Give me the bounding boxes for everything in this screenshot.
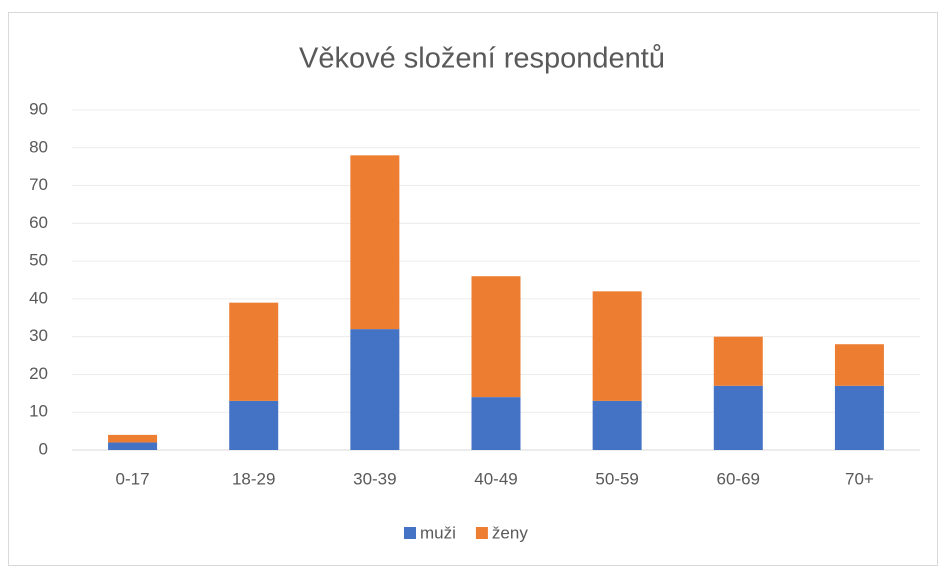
bar-segment [713, 385, 763, 450]
y-tick-label: 40 [29, 288, 48, 307]
y-tick-label: 60 [29, 213, 48, 232]
legend-label: ženy [492, 523, 528, 542]
bar-segment [834, 344, 884, 386]
x-tick-label: 18-29 [232, 469, 275, 488]
x-tick-label: 50-59 [595, 469, 638, 488]
bar-segment [350, 155, 400, 330]
bar-segment [229, 400, 279, 450]
bar-segment [229, 302, 279, 401]
x-tick-label: 40-49 [474, 469, 517, 488]
legend-label: muži [420, 523, 456, 542]
legend-swatch [475, 527, 488, 539]
bar-segment [108, 434, 158, 443]
bar-segment [350, 329, 400, 450]
bar-segment [713, 336, 763, 386]
x-tick-label: 0-17 [116, 469, 150, 488]
bar-segment [471, 276, 521, 398]
x-tick-label: 70+ [845, 469, 874, 488]
bar-segment [471, 397, 521, 450]
legend-swatch [404, 527, 416, 539]
y-tick-label: 0 [39, 439, 48, 458]
bar-segment [592, 291, 642, 401]
y-tick-label: 30 [29, 326, 48, 345]
y-tick-label: 70 [29, 175, 48, 194]
y-tick-label: 50 [29, 251, 48, 270]
y-tick-label: 90 [29, 99, 48, 118]
x-tick-label: 60-69 [717, 469, 760, 488]
y-tick-label: 10 [29, 402, 48, 421]
bar-segment [108, 442, 158, 450]
y-tick-label: 20 [29, 364, 48, 383]
chart-title: Věkové složení respondentů [299, 43, 665, 75]
bar-segment [592, 400, 642, 450]
y-tick-label: 80 [29, 137, 48, 156]
bar-segment [834, 385, 884, 450]
x-tick-label: 30-39 [353, 469, 396, 488]
